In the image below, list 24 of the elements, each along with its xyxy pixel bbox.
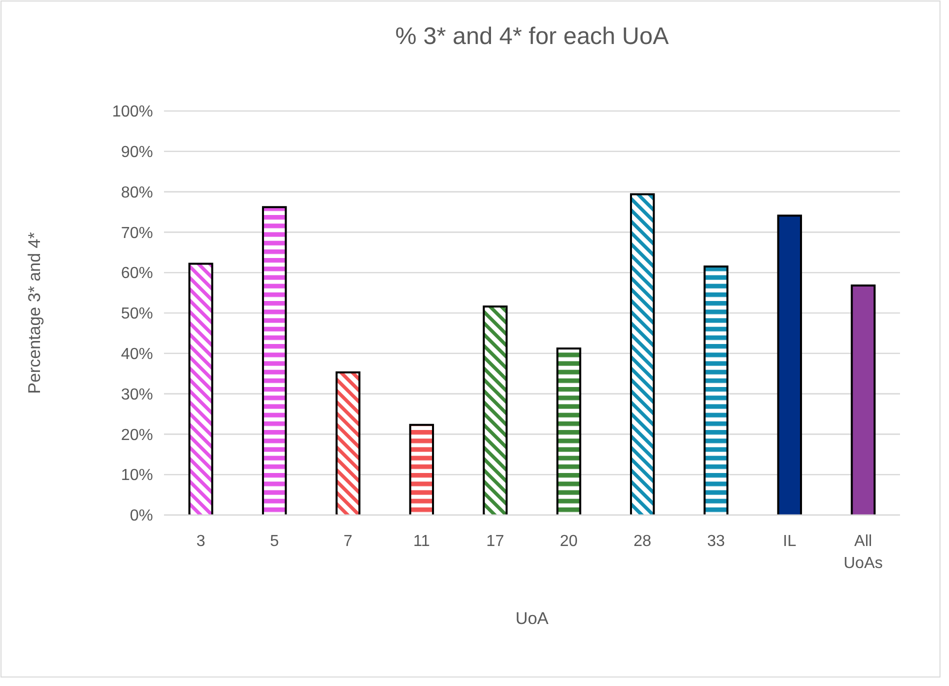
y-tick-label: 30% (120, 386, 153, 404)
y-tick-label: 10% (120, 467, 153, 484)
y-tick-label: 70% (120, 224, 153, 242)
y-tick-label: 20% (120, 426, 153, 444)
y-tick-label: 100% (112, 104, 153, 121)
x-tick-label: 7 (344, 533, 353, 550)
x-tick-label: 11 (413, 533, 430, 550)
y-tick-label: 60% (120, 265, 153, 282)
x-tick-label: 3 (196, 533, 206, 550)
x-tick-label: 28 (634, 533, 652, 550)
x-tick-label: 5 (270, 533, 279, 550)
y-tick-label: 80% (120, 184, 153, 202)
y-tick-label: 0% (130, 508, 153, 525)
x-tick-label: 17 (486, 533, 504, 550)
x-tick-label: 20 (560, 533, 578, 550)
y-tick-label: 90% (120, 144, 153, 161)
x-axis-title: UoA (515, 609, 550, 628)
x-tick-label: 33 (707, 533, 725, 550)
y-axis-title: Percentage 3* and 4* (25, 232, 44, 394)
chart-title: % 3* and 4* for each UoA (395, 23, 669, 50)
x-tick-label: All UoAs (844, 533, 883, 572)
y-tick-label: 40% (120, 346, 153, 363)
y-tick-label: 50% (120, 306, 153, 323)
x-tick-label: IL (782, 533, 796, 550)
